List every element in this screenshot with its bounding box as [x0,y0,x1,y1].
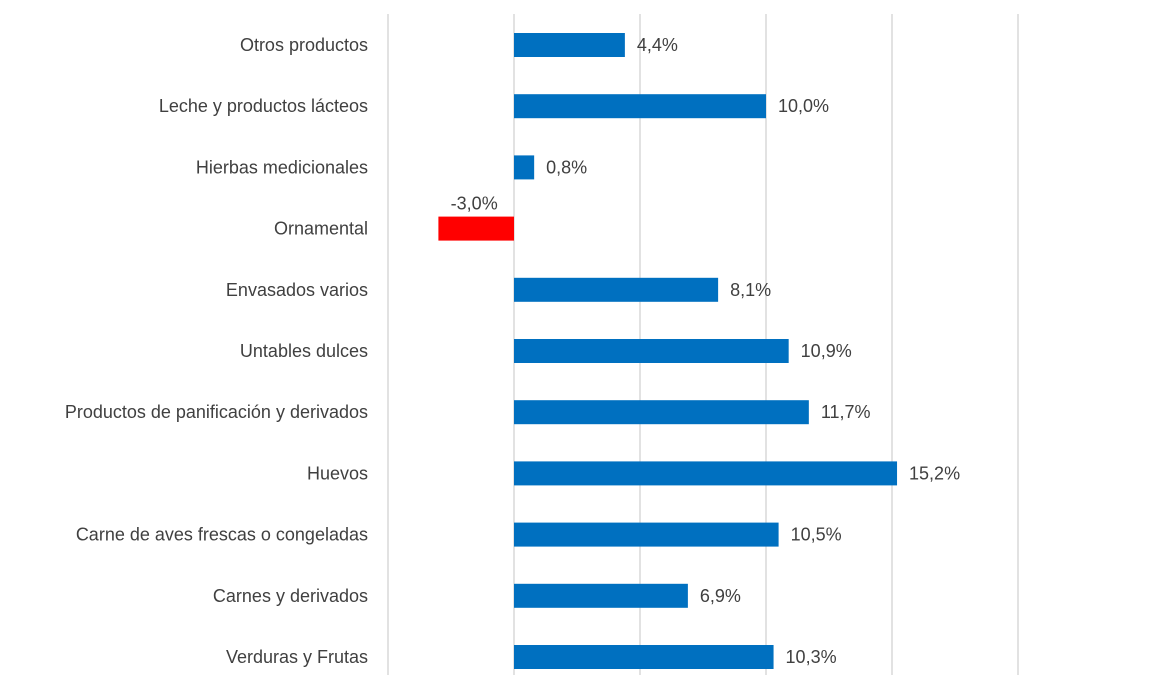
labels: Otros productos 4,4% Leche y productos lác… [65,35,960,667]
category-label-5: Untables dulces [240,341,368,361]
category-label-6: Productos de panificación y derivados [65,402,368,422]
bar-5 [514,339,789,363]
data-label-5: 10,9% [801,341,852,361]
bar-0 [514,33,625,57]
bar-2 [514,155,535,180]
category-label-3: Ornamental [274,219,368,239]
category-label-8: Carne de aves frescas o congeladas [76,525,368,545]
data-label-3: -3,0% [451,194,498,214]
bar-9 [514,583,688,608]
bar-3 [438,216,514,241]
data-label-4: 8,1% [730,280,771,300]
bar-1 [514,94,766,119]
bars [438,33,898,669]
bar-10 [514,645,774,669]
category-label-2: Hierbas medicionales [196,157,368,177]
data-label-2: 0,8% [546,157,587,177]
category-label-9: Carnes y derivados [213,586,368,606]
category-label-10: Verduras y Frutas [226,647,368,667]
category-label-7: Huevos [307,463,368,483]
category-label-1: Leche y productos lácteos [159,96,368,116]
bar-6 [514,400,809,425]
bar-4 [514,277,719,302]
data-label-9: 6,9% [700,586,741,606]
data-label-0: 4,4% [637,35,678,55]
category-label-0: Otros productos [240,35,368,55]
bar-7 [514,461,898,486]
data-label-1: 10,0% [778,96,829,116]
data-label-6: 11,7% [821,402,871,422]
data-label-7: 15,2% [909,463,960,483]
bar-8 [514,522,779,547]
category-label-4: Envasados varios [226,280,368,300]
data-label-8: 10,5% [791,525,842,545]
data-label-10: 10,3% [786,647,837,667]
